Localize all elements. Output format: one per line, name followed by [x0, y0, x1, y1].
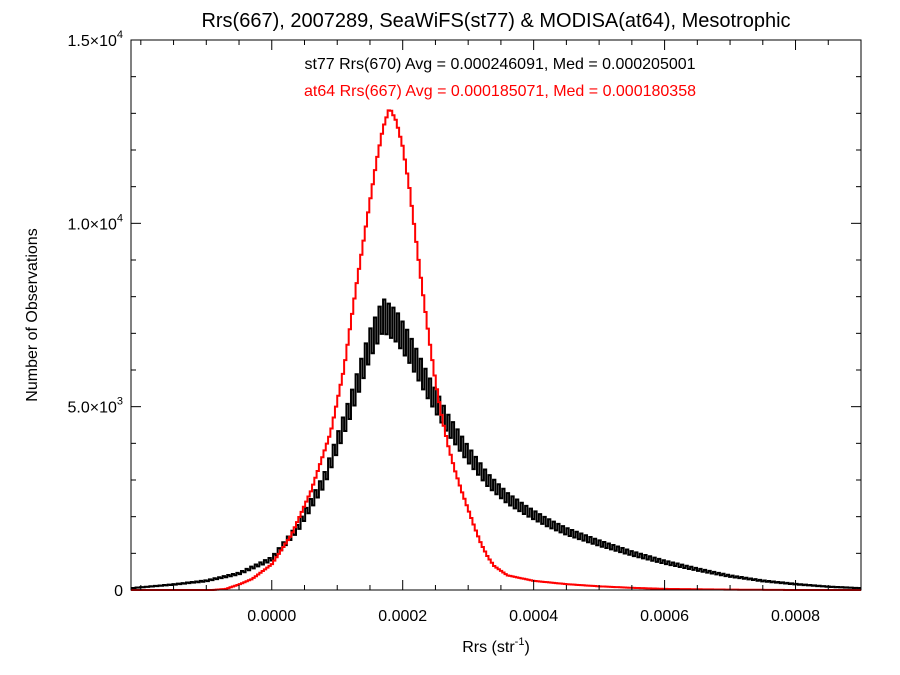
chart-title: Rrs(667), 2007289, SeaWiFS(st77) & MODIS… — [201, 10, 790, 32]
y-tick-label: 1.0×104 — [67, 212, 123, 233]
series-st77-line — [131, 298, 861, 590]
y-tick-label: 1.5×104 — [67, 29, 123, 50]
series-at64-line — [131, 109, 861, 591]
plot-series — [131, 109, 861, 591]
x-tick-label: 0.0008 — [771, 608, 820, 625]
x-tick-label: 0.0002 — [378, 608, 427, 625]
plot-frame — [130, 39, 862, 591]
x-tick-label: 0.0004 — [509, 608, 558, 625]
x-axis-label-close: ) — [524, 639, 529, 656]
y-axis: 0 5.0×103 1.0×104 1.5×104 — [67, 29, 861, 600]
annotation-at64: at64 Rrs(667) Avg = 0.000185071, Med = 0… — [304, 83, 696, 100]
x-axis-label-main: Rrs (str — [462, 639, 515, 656]
x-tick-label: 0.0000 — [247, 608, 296, 625]
x-axis: 0.0000 0.0002 0.0004 0.0006 0.0008 — [140, 40, 862, 625]
y-tick-label: 0 — [114, 583, 123, 600]
x-tick-label: 0.0006 — [640, 608, 689, 625]
x-axis-label-sup: -1 — [515, 636, 525, 648]
annotation-st77: st77 Rrs(670) Avg = 0.000246091, Med = 0… — [304, 56, 695, 73]
y-axis-label: Number of Observations — [24, 228, 41, 401]
y-tick-label: 5.0×103 — [67, 396, 123, 417]
x-axis-label: Rrs (str-1) — [462, 636, 530, 656]
